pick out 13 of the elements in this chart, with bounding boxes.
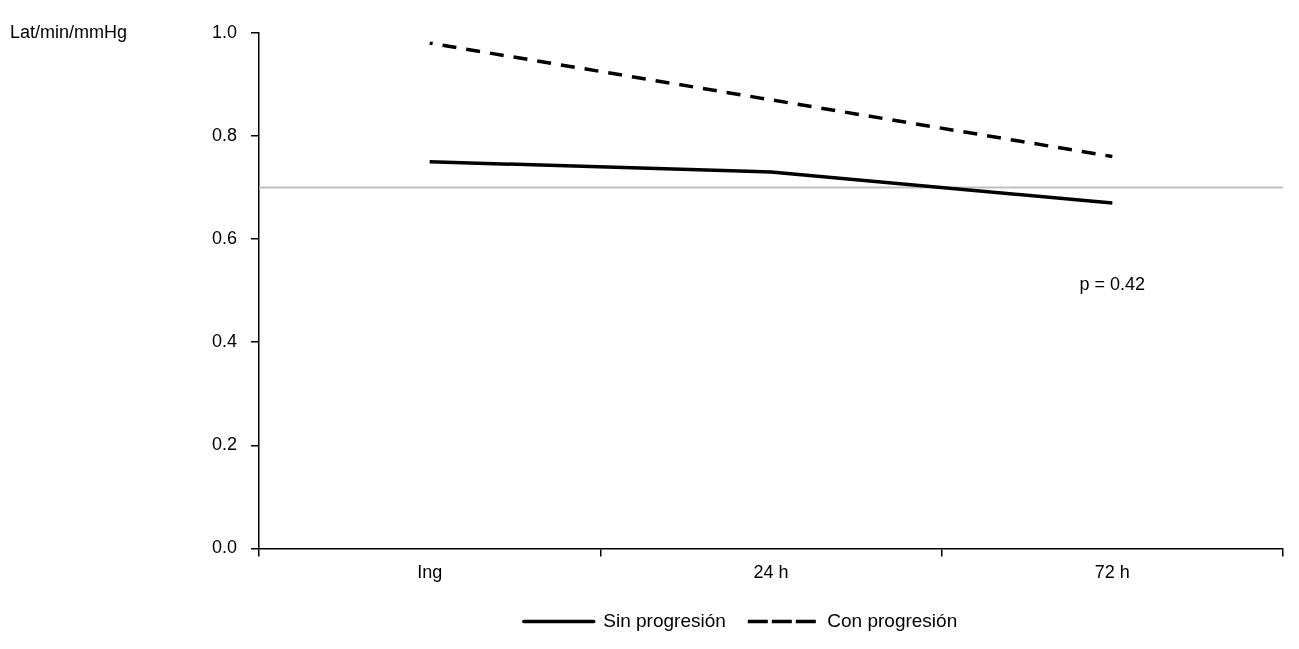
x-tick-label: Ing: [417, 562, 443, 583]
annotation: p = 0.42: [1079, 274, 1146, 295]
y-tick-label: 0.0: [211, 537, 238, 558]
y-tick-label: 0.4: [211, 331, 238, 352]
legend-label: Con progresión: [827, 609, 958, 631]
y-tick-label: 0.8: [211, 124, 238, 145]
y-tick-label: 0.6: [211, 228, 238, 249]
y-axis-title: Lat/min/mmHg: [10, 21, 128, 42]
y-tick-label: 0.2: [211, 434, 238, 455]
x-tick-label: 24 h: [753, 562, 789, 583]
legend-label: Sin progresión: [603, 609, 726, 631]
y-tick-label: 1.0: [211, 21, 238, 42]
x-tick-label: 72 h: [1094, 562, 1130, 583]
